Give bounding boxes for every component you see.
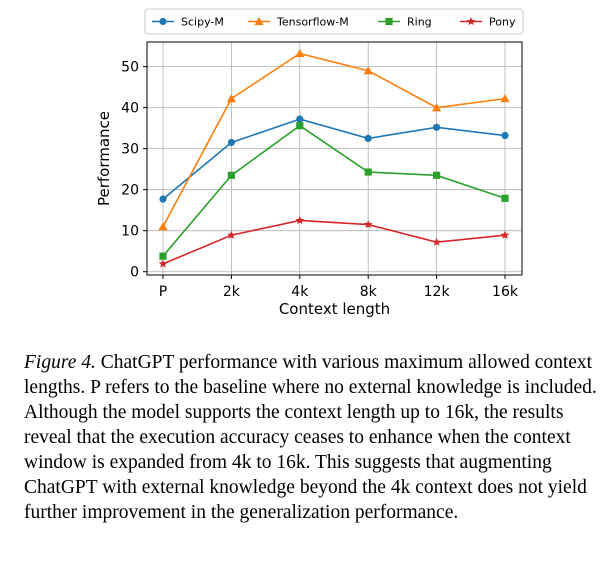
y-tick-label: 20 — [121, 183, 139, 199]
data-point-ring — [433, 171, 441, 179]
legend-marker-scipy-m — [159, 17, 167, 26]
x-tick-label: P — [159, 284, 167, 300]
line-chart: P 2k 4k 8k 12k 16k 0 10 20 30 40 50 Scipy-M Tensorfl… — [95, 8, 524, 318]
data-point-tensorflow-m — [295, 48, 305, 58]
x-tick-label: 2k — [223, 284, 241, 300]
data-point-ring — [364, 168, 372, 176]
data-point-pony — [227, 230, 236, 239]
data-point-pony — [363, 219, 373, 229]
series-pony — [158, 215, 510, 268]
y-axis-label: Performance — [95, 111, 113, 206]
legend-marker-tensorflow-m — [254, 16, 264, 26]
series-line-scipy-m — [162, 118, 506, 200]
legend-label-scipy-m: Scipy-M — [181, 16, 224, 29]
data-point-ring — [159, 252, 167, 260]
legend-frame — [144, 8, 524, 35]
data-point-tensorflow-m — [500, 94, 510, 103]
data-point-scipy-m — [364, 134, 372, 142]
data-point-scipy-m — [159, 195, 167, 203]
legend-marker-ring — [385, 17, 393, 26]
series-scipy-m — [159, 115, 509, 203]
data-point-pony — [295, 215, 305, 225]
data-point-pony — [432, 237, 441, 246]
series-tensorflow-m — [158, 48, 510, 231]
data-point-ring — [296, 122, 304, 130]
series-ring — [159, 122, 509, 260]
data-point-pony — [500, 230, 510, 239]
data-point-pony — [158, 259, 168, 268]
y-tick-label: 50 — [121, 60, 139, 76]
x-tick-label: 4k — [291, 284, 309, 300]
x-axis-label: Context length — [279, 300, 390, 318]
x-tick-label: 8k — [360, 284, 378, 300]
y-tick-label: 0 — [130, 265, 139, 281]
legend-label-ring: Ring — [407, 16, 432, 29]
plot-frame — [146, 41, 523, 276]
legend: Scipy-M Tensorflow-M Ring Pony — [144, 8, 524, 35]
figure-caption-text: ChatGPT performance with various maximum… — [24, 352, 597, 523]
grid-lines — [147, 42, 522, 275]
data-point-scipy-m — [296, 115, 304, 123]
x-tick-label: 12k — [424, 284, 451, 300]
legend-label-tensorflow-m: Tensorflow-M — [276, 16, 349, 29]
series-line-ring — [162, 124, 506, 257]
figure-caption: Figure 4. ChatGPT performance with vario… — [24, 350, 604, 525]
series-lines — [158, 48, 510, 268]
legend-label-pony: Pony — [489, 16, 516, 29]
series-line-pony — [162, 219, 506, 265]
data-point-tensorflow-m — [158, 221, 168, 231]
data-point-tensorflow-m — [363, 66, 373, 75]
y-tick-label: 10 — [121, 224, 139, 240]
data-point-ring — [501, 194, 509, 202]
y-tick-label: 40 — [121, 101, 139, 117]
y-tick-label: 30 — [121, 142, 139, 158]
figure-label: Figure 4. — [24, 352, 96, 373]
data-point-tensorflow-m — [226, 94, 236, 103]
series-line-tensorflow-m — [162, 52, 506, 227]
x-tick-label: 16k — [492, 284, 519, 300]
data-point-tensorflow-m — [432, 103, 442, 112]
axis-ticks: P 2k 4k 8k 12k 16k 0 10 20 30 40 50 — [121, 60, 519, 300]
data-point-scipy-m — [433, 123, 441, 131]
legend-marker-pony — [466, 16, 476, 26]
data-point-scipy-m — [501, 131, 509, 140]
data-point-ring — [227, 171, 235, 179]
data-point-scipy-m — [227, 138, 235, 147]
